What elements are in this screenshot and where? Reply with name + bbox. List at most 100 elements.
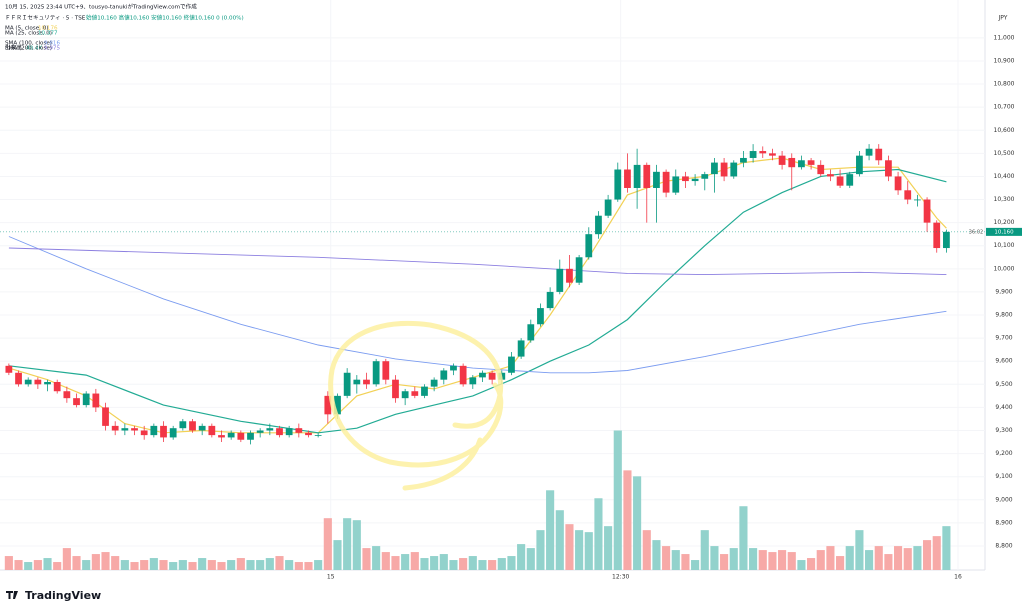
volume-bar bbox=[671, 550, 680, 570]
candle-body bbox=[875, 148, 883, 161]
candle-body bbox=[63, 391, 71, 399]
candle-body bbox=[885, 160, 892, 177]
volume-bar bbox=[526, 548, 535, 570]
volume-bar bbox=[285, 560, 294, 570]
volume-bar bbox=[845, 546, 854, 570]
candle-body bbox=[537, 308, 544, 325]
volume-bar bbox=[497, 558, 506, 570]
candle-body bbox=[701, 174, 709, 179]
volume-bar bbox=[217, 562, 226, 570]
y-tick-label: 8,800 bbox=[995, 542, 1012, 549]
volume-bar bbox=[401, 554, 410, 570]
candle-body bbox=[827, 174, 834, 177]
y-tick-label: 10,800 bbox=[994, 81, 1015, 88]
currency: JPY bbox=[998, 15, 1008, 22]
y-tick-label: 10,700 bbox=[994, 104, 1015, 111]
y-tick-label: 11,000 bbox=[994, 34, 1015, 41]
candle-body bbox=[923, 199, 931, 223]
volume-bar bbox=[700, 530, 709, 570]
volume-bar bbox=[207, 560, 216, 570]
candle-body bbox=[150, 425, 158, 436]
ma-line bbox=[8, 168, 947, 434]
candle-body bbox=[198, 425, 206, 431]
volume-bar bbox=[729, 548, 738, 570]
volume-bar bbox=[555, 510, 564, 570]
x-tick-label: 12:30 bbox=[612, 574, 629, 581]
x-tick-label: 15 bbox=[327, 574, 335, 581]
volume-bar bbox=[932, 536, 941, 570]
y-tick-label: 10,100 bbox=[994, 242, 1015, 249]
volume-bar bbox=[82, 560, 91, 570]
volume-bar bbox=[507, 556, 516, 570]
candle-body bbox=[227, 432, 235, 438]
volume-bar bbox=[459, 558, 468, 570]
volume-bar bbox=[256, 560, 265, 570]
ohlc-legend: 始値10,160 高値10,160 安値10,160 終値10,160 0 (0… bbox=[86, 14, 244, 22]
candle-body bbox=[943, 231, 950, 249]
price-label-box bbox=[986, 227, 1022, 236]
candle-body bbox=[179, 421, 187, 429]
candle-body bbox=[624, 169, 631, 188]
volume-bar bbox=[884, 554, 893, 570]
y-tick-label: 8,900 bbox=[995, 519, 1012, 526]
y-tick-label: 10,500 bbox=[994, 150, 1015, 157]
candle-body bbox=[759, 151, 767, 154]
volume-bar bbox=[33, 560, 42, 570]
candle-body bbox=[189, 421, 196, 431]
y-tick-label: 9,500 bbox=[995, 381, 1012, 388]
volume-bar bbox=[169, 562, 178, 570]
volume-bar bbox=[149, 558, 158, 570]
y-tick-label: 10,900 bbox=[994, 57, 1015, 64]
volume-bar bbox=[720, 554, 729, 570]
volume-bar bbox=[14, 560, 23, 570]
y-tick-label: 9,200 bbox=[995, 450, 1012, 457]
y-tick-label: 9,000 bbox=[995, 496, 1012, 503]
volume-bar bbox=[584, 532, 593, 570]
volume-bar bbox=[778, 550, 787, 570]
volume-bar bbox=[72, 556, 81, 570]
volume-bar bbox=[613, 430, 622, 570]
volume-bar bbox=[662, 546, 671, 570]
candle-body bbox=[730, 162, 738, 177]
candle-body bbox=[479, 372, 486, 378]
volume-bar bbox=[178, 560, 187, 570]
legend-name: SMA (200, close) bbox=[5, 46, 52, 52]
volume-bar bbox=[604, 526, 613, 570]
legend-name: SMA (100, close) bbox=[5, 41, 52, 47]
ma-line bbox=[8, 247, 947, 276]
volume-bar bbox=[333, 540, 342, 570]
legend-value: 10,377 bbox=[38, 31, 58, 37]
candle-body bbox=[430, 379, 438, 387]
candle-body bbox=[836, 176, 844, 186]
volume-bar bbox=[43, 558, 52, 570]
symbol: ＦＦＲＩセキュリティ · 5 · TSE bbox=[5, 15, 86, 22]
candle-body bbox=[788, 157, 796, 168]
candle-body bbox=[160, 425, 167, 438]
candle-body bbox=[720, 162, 728, 177]
volume-bar bbox=[265, 558, 274, 570]
volume-bar bbox=[517, 544, 526, 570]
y-tick-label: 9,600 bbox=[995, 358, 1012, 365]
volume-bar bbox=[246, 560, 255, 570]
candle-body bbox=[556, 268, 564, 292]
candle-body bbox=[314, 435, 322, 436]
volume-bar bbox=[343, 518, 352, 570]
volume-bar bbox=[275, 556, 284, 570]
candle-body bbox=[140, 430, 148, 436]
candle-body bbox=[595, 215, 602, 235]
candle-body bbox=[527, 324, 535, 341]
candle-body bbox=[740, 157, 747, 163]
volume-bar bbox=[391, 556, 400, 570]
candle-body bbox=[15, 372, 22, 385]
volume-bar bbox=[642, 530, 651, 570]
volume-bar bbox=[768, 552, 777, 570]
candle-body bbox=[411, 391, 419, 396]
candle-body bbox=[817, 164, 825, 175]
volume-bar bbox=[633, 476, 642, 570]
candle-body bbox=[711, 162, 718, 175]
volume-bar bbox=[758, 550, 767, 570]
candle-body bbox=[44, 381, 51, 385]
volume-bar bbox=[536, 530, 545, 570]
volume-bar bbox=[836, 556, 845, 570]
